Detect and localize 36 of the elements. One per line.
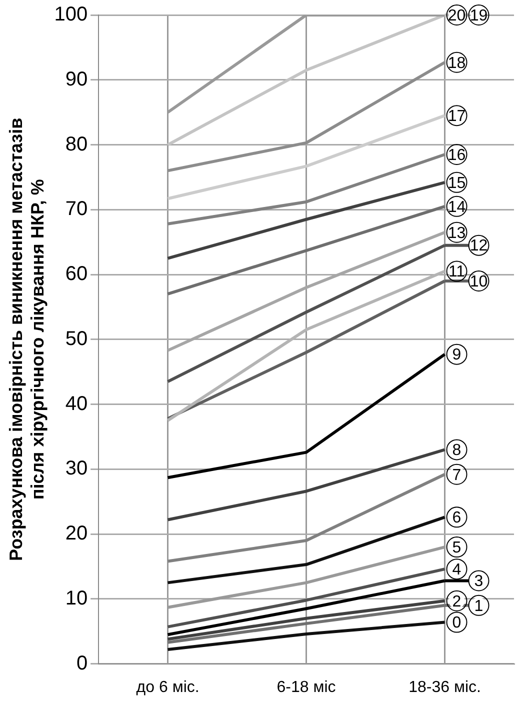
series-label: 16 [448,146,466,164]
series-label: 9 [452,346,462,364]
series-label: 7 [452,466,462,484]
y-axis-title: Розрахункова імовірність виникнення метастазів після хірургічного лікування НКР, % [6,118,48,561]
series-label: 8 [452,442,462,460]
legend-label: 3 [474,573,484,590]
series-label: 15 [448,174,466,192]
y-tick-label: 30 [65,458,88,480]
y-tick-label: 50 [65,328,88,350]
series-label: 13 [448,224,466,242]
series-label: 0 [452,614,462,632]
series-label: 2 [452,593,462,610]
y-tick-label: 90 [65,68,88,90]
y-tick-label: 100 [54,4,88,26]
y-tick-label: 20 [65,522,88,545]
series-label: 14 [448,198,466,216]
legend-label: 19 [470,7,488,24]
y-tick-label: 10 [65,587,88,610]
series-label: 11 [448,264,466,281]
legend-label: 10 [470,273,488,290]
legend-label: 12 [470,238,488,255]
series-label: 18 [448,54,466,72]
series-label: 5 [452,539,462,556]
y-tick-label: 60 [65,263,88,286]
y-tick-label: 80 [65,133,88,156]
series-label: 6 [452,510,462,527]
x-tick-label: до 6 міс. [136,678,200,696]
y-tick-label: 40 [65,392,88,415]
series-label: 17 [448,108,466,125]
series-label: 4 [452,561,462,578]
y-tick-label: 70 [65,198,88,220]
x-tick-label: 18-36 міс. [408,678,481,696]
legend-label: 1 [474,598,484,615]
y-tick-label: 0 [76,652,88,674]
series-label: 20 [448,7,466,24]
x-tick-label: 6-18 міс [276,678,336,696]
